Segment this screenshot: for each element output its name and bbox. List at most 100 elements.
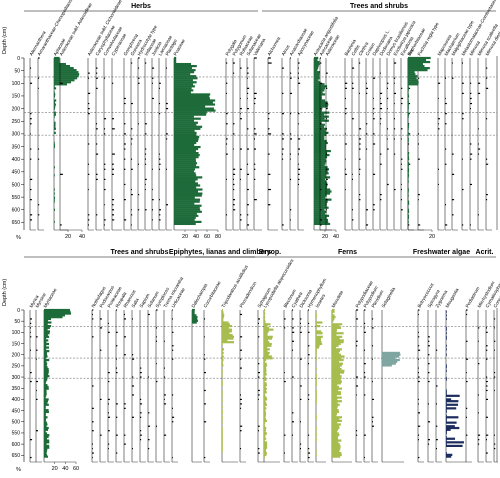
- data-bar: [30, 158, 32, 160]
- data-bar: [326, 153, 327, 155]
- data-bar: [30, 456, 32, 459]
- data-bar: [258, 430, 259, 432]
- data-bar: [284, 371, 285, 374]
- data-bar: [44, 337, 47, 340]
- taxon-tick-label: 20: [182, 234, 188, 240]
- data-bar: [44, 335, 50, 338]
- data-bar: [174, 206, 200, 209]
- data-bar: [320, 107, 322, 110]
- data-bar: [164, 376, 166, 378]
- data-bar: [428, 371, 430, 374]
- depth-tick-label: 100: [12, 81, 21, 87]
- data-bar: [470, 153, 473, 155]
- data-bar: [470, 82, 472, 84]
- data-bar: [38, 204, 40, 206]
- data-bar: [308, 452, 311, 454]
- data-bar: [408, 172, 409, 175]
- data-bar: [332, 341, 344, 344]
- data-bar: [314, 198, 332, 201]
- data-bar: [408, 67, 430, 70]
- data-bar: [174, 204, 202, 207]
- data-bar: [264, 335, 273, 338]
- depth-tick-label: 150: [12, 94, 21, 100]
- data-bar: [345, 143, 347, 145]
- data-bar: [298, 153, 299, 155]
- data-bar: [204, 421, 207, 423]
- taxon-label: Phoradendron: [239, 280, 258, 308]
- data-bar: [387, 148, 389, 150]
- data-bar: [314, 131, 329, 134]
- data-bar: [44, 308, 70, 312]
- data-bar: [222, 410, 223, 414]
- data-bar: [345, 133, 346, 135]
- data-bar: [108, 398, 110, 401]
- data-bar: [54, 192, 55, 195]
- percent-label: %: [16, 467, 21, 473]
- data-bar: [60, 173, 63, 175]
- data-bar: [408, 113, 409, 116]
- data-bar: [54, 101, 56, 104]
- data-bar: [174, 89, 194, 92]
- data-bar: [462, 92, 464, 95]
- data-bar: [320, 62, 322, 64]
- data-bar: [326, 87, 328, 89]
- data-bar: [408, 176, 409, 179]
- data-bar: [373, 107, 375, 110]
- data-bar: [332, 319, 334, 322]
- data-bar: [428, 439, 430, 441]
- data-bar: [314, 95, 322, 98]
- data-bar: [314, 190, 332, 193]
- data-bar: [233, 199, 236, 201]
- data-bar: [54, 93, 56, 96]
- data-bar: [478, 327, 480, 329]
- data-bar: [332, 324, 340, 328]
- data-bar: [222, 448, 223, 451]
- data-bar: [316, 453, 317, 456]
- data-bar: [240, 358, 242, 360]
- data-bar: [282, 138, 284, 140]
- data-bar: [131, 168, 133, 170]
- data-bar: [36, 398, 38, 401]
- data-bar: [264, 337, 273, 340]
- data-bar: [486, 380, 488, 383]
- data-bar: [124, 354, 126, 356]
- data-bar: [332, 401, 338, 405]
- data-bar: [222, 384, 223, 387]
- data-bar: [156, 336, 157, 338]
- data-bar: [466, 371, 467, 374]
- data-bar: [54, 77, 78, 80]
- data-bar: [222, 430, 223, 433]
- data-bar: [478, 439, 480, 441]
- data-bar: [30, 199, 32, 201]
- data-bar: [446, 409, 447, 412]
- data-bar: [316, 346, 320, 349]
- data-bar: [316, 330, 322, 333]
- taxon-tick-label: 40: [62, 466, 68, 472]
- data-bar: [401, 163, 402, 165]
- data-bar: [174, 188, 203, 191]
- data-bar: [174, 210, 202, 213]
- data-bar: [222, 443, 223, 446]
- data-bar: [140, 367, 142, 369]
- data-bar: [174, 158, 196, 161]
- data-bar: [247, 72, 249, 74]
- data-bar: [394, 188, 396, 191]
- data-bar: [268, 153, 270, 155]
- data-bar: [314, 186, 327, 189]
- data-bar: [292, 327, 294, 329]
- data-bar: [226, 214, 228, 216]
- data-bar: [466, 309, 468, 311]
- data-bar: [264, 435, 266, 439]
- depth-tick-label: 550: [12, 195, 21, 201]
- data-bar: [38, 214, 40, 216]
- data-bar: [30, 322, 32, 325]
- data-bar: [96, 87, 98, 89]
- data-bar: [174, 95, 210, 98]
- data-bar: [264, 362, 267, 365]
- group-title: Ferns: [338, 249, 357, 256]
- data-bar: [192, 317, 198, 321]
- data-bar: [240, 313, 242, 316]
- data-bar: [204, 318, 206, 320]
- data-bar: [204, 336, 205, 338]
- data-bar: [247, 163, 249, 165]
